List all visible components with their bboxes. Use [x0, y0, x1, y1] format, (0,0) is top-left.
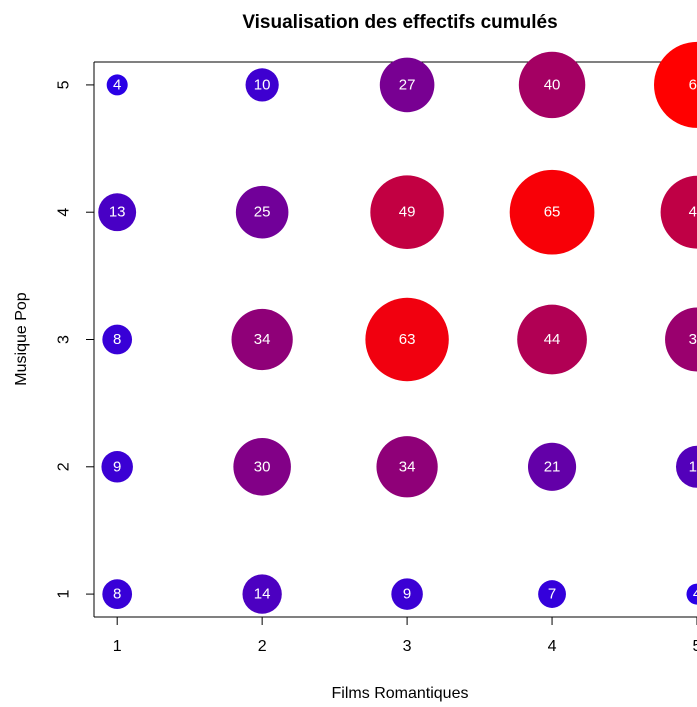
- bubble-value-label: 34: [254, 331, 271, 348]
- y-tick-label: 2: [56, 462, 73, 471]
- bubble: [101, 451, 133, 483]
- bubble-value-label: 37: [689, 331, 697, 348]
- bubble: [665, 307, 697, 372]
- bubble: [106, 74, 128, 96]
- bubble: [518, 51, 586, 119]
- bubble-value-label: 44: [544, 331, 561, 348]
- y-tick-label: 3: [56, 335, 73, 344]
- bubble-value-label: 9: [403, 586, 411, 603]
- y-axis: 1 2 3 4 5: [56, 80, 94, 599]
- x-tick-label: 5: [693, 638, 697, 655]
- bubble-value-label: 63: [399, 331, 416, 348]
- bubble: [245, 68, 279, 102]
- chart-title: Visualisation des effectifs cumulés: [242, 12, 557, 33]
- x-tick-label: 2: [258, 638, 267, 655]
- bubble-value-label: 8: [113, 331, 121, 348]
- bubble: [379, 57, 435, 113]
- bubble-value-label: 13: [109, 204, 126, 221]
- x-tick-label: 1: [113, 638, 122, 655]
- bubble: [376, 436, 438, 498]
- bubble: [391, 578, 423, 610]
- x-axis: 1 2 3 4 5: [113, 617, 697, 655]
- bubble-value-label: 30: [254, 458, 271, 475]
- bubble-value-label: 21: [544, 458, 561, 475]
- bubble-value-label: 9: [113, 458, 121, 475]
- bubble: [509, 169, 595, 255]
- bubble-value-label: 40: [544, 76, 561, 93]
- bubble-value-label: 10: [254, 76, 271, 93]
- y-tick-label: 4: [56, 208, 73, 217]
- bubble: [517, 304, 587, 375]
- y-axis-title: Musique Pop: [13, 292, 30, 385]
- bubble: [242, 574, 282, 614]
- bubble: [98, 193, 137, 232]
- bubble: [675, 445, 697, 488]
- bubble: [654, 41, 697, 128]
- bubble-value-label: 34: [399, 458, 416, 475]
- bubble: [233, 438, 291, 496]
- bubble: [235, 185, 289, 239]
- bubble-value-label: 49: [399, 204, 416, 221]
- bubble-value-label: 65: [544, 204, 561, 221]
- x-axis-title: Films Romantiques: [332, 685, 469, 702]
- bubble-value-label: 4: [113, 76, 121, 93]
- bubble-value-label: 67: [689, 76, 697, 93]
- bubble: [660, 175, 697, 249]
- bubble: [538, 580, 566, 608]
- bubble: [686, 583, 697, 605]
- bubble-value-label: 14: [254, 586, 271, 603]
- y-tick-label: 1: [56, 590, 73, 599]
- x-tick-label: 4: [548, 638, 557, 655]
- bubble-value-label: 48: [689, 204, 697, 221]
- bubble: [231, 308, 293, 371]
- bubble: [370, 175, 444, 249]
- bubble: [102, 324, 133, 355]
- x-tick-label: 3: [403, 638, 412, 655]
- bubble-value-label: 25: [254, 204, 271, 221]
- bubble: [527, 442, 577, 491]
- bubble-value-label: 8: [113, 586, 121, 603]
- bubble-value-label: 4: [693, 586, 697, 603]
- y-tick-label: 5: [56, 80, 73, 89]
- bubble-value-label: 27: [399, 76, 416, 93]
- bubble-value-label: 7: [548, 586, 556, 603]
- bubble-value-label: 16: [689, 458, 697, 475]
- bubbles: 4102740671325496548834634437930342116814…: [98, 41, 697, 614]
- bubble: [102, 579, 133, 609]
- bubble: [365, 297, 449, 382]
